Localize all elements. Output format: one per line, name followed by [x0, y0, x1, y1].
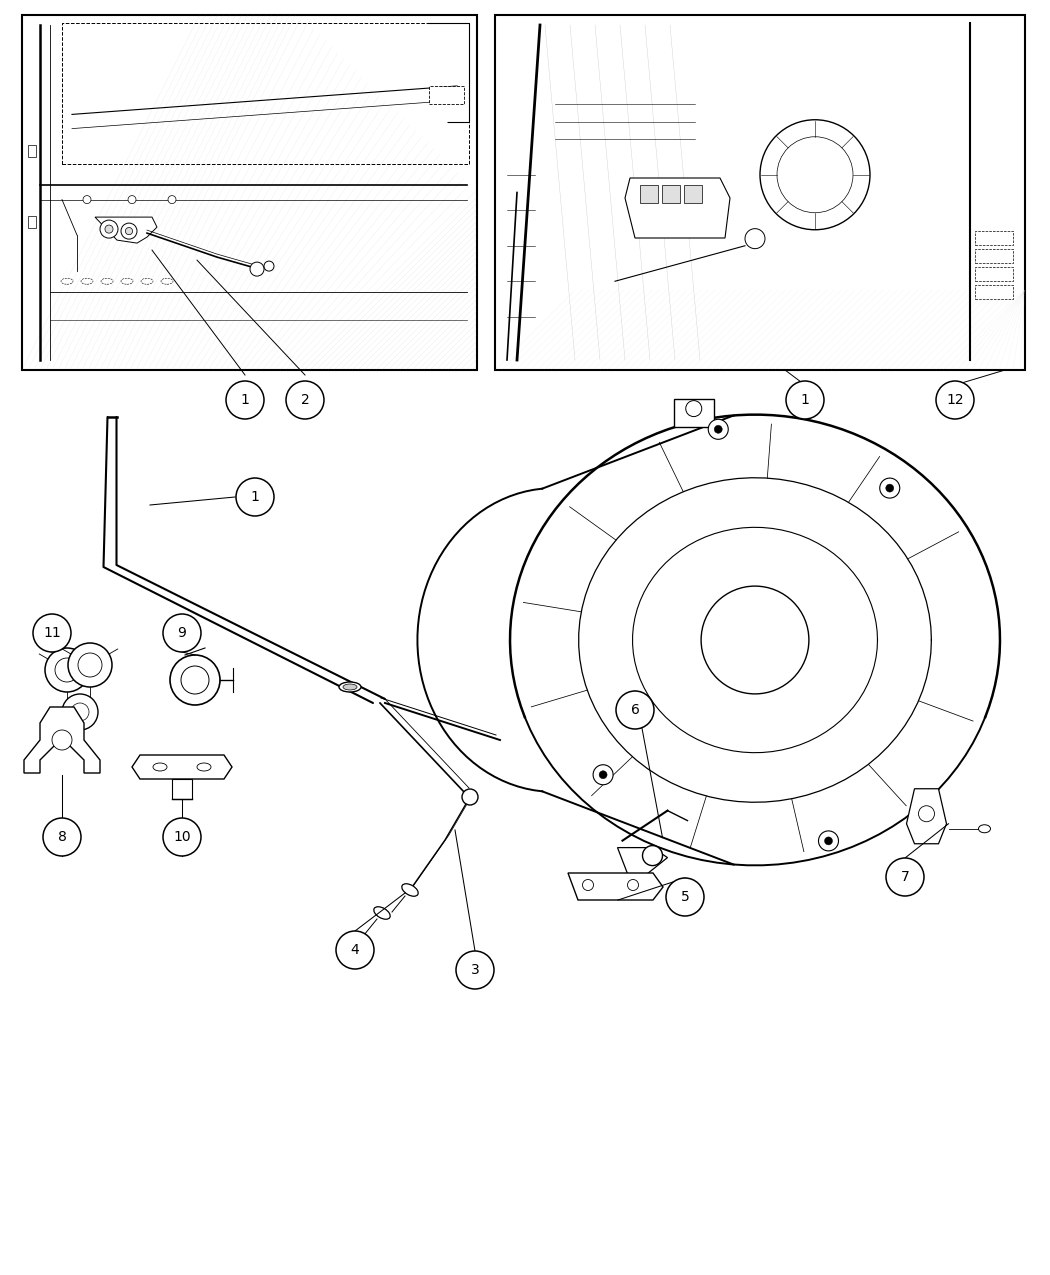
Circle shape: [264, 261, 274, 272]
Circle shape: [456, 951, 493, 989]
Text: 9: 9: [177, 626, 187, 640]
Ellipse shape: [343, 683, 357, 690]
Text: 2: 2: [300, 393, 310, 407]
Bar: [28, 145, 36, 157]
Circle shape: [181, 666, 209, 694]
Circle shape: [709, 419, 729, 440]
Circle shape: [583, 880, 593, 890]
Circle shape: [600, 771, 607, 779]
Bar: [429, 85, 464, 103]
Circle shape: [936, 381, 974, 419]
Polygon shape: [617, 848, 668, 873]
Circle shape: [336, 931, 374, 969]
Circle shape: [886, 484, 894, 492]
Circle shape: [880, 478, 900, 499]
Bar: [975, 266, 1013, 280]
Bar: [684, 185, 702, 203]
Circle shape: [714, 426, 722, 434]
Text: 1: 1: [251, 490, 259, 504]
Text: 1: 1: [240, 393, 250, 407]
Bar: [975, 249, 1013, 263]
Circle shape: [128, 195, 136, 204]
Ellipse shape: [374, 907, 391, 919]
Circle shape: [686, 400, 701, 417]
Text: 7: 7: [901, 870, 909, 884]
Circle shape: [746, 228, 765, 249]
Ellipse shape: [339, 682, 361, 692]
Ellipse shape: [197, 762, 211, 771]
Text: 4: 4: [351, 944, 359, 958]
Circle shape: [786, 381, 824, 419]
Ellipse shape: [979, 825, 990, 833]
Circle shape: [68, 643, 112, 687]
Circle shape: [824, 836, 833, 845]
Text: 6: 6: [631, 703, 639, 717]
Circle shape: [62, 694, 98, 731]
Polygon shape: [94, 217, 158, 244]
Circle shape: [886, 858, 924, 896]
Circle shape: [71, 703, 89, 720]
Circle shape: [628, 880, 638, 890]
Circle shape: [100, 221, 118, 238]
Polygon shape: [625, 179, 730, 238]
Circle shape: [236, 478, 274, 516]
Text: 10: 10: [173, 830, 191, 844]
Bar: [975, 286, 1013, 300]
Circle shape: [33, 615, 71, 652]
Circle shape: [121, 223, 136, 240]
Circle shape: [616, 691, 654, 729]
Circle shape: [105, 226, 113, 233]
Circle shape: [163, 819, 201, 856]
Polygon shape: [568, 873, 663, 900]
Circle shape: [250, 263, 264, 277]
Bar: [172, 779, 192, 799]
Bar: [22, 15, 477, 370]
Bar: [662, 185, 680, 203]
Circle shape: [286, 381, 324, 419]
Bar: [495, 15, 1025, 370]
Circle shape: [168, 195, 176, 204]
Circle shape: [78, 653, 102, 677]
Circle shape: [43, 819, 81, 856]
Bar: [28, 215, 36, 228]
Circle shape: [760, 120, 870, 230]
Ellipse shape: [153, 762, 167, 771]
Ellipse shape: [402, 884, 418, 896]
Circle shape: [125, 227, 132, 235]
Text: 5: 5: [680, 890, 690, 904]
Polygon shape: [24, 708, 100, 773]
Bar: [975, 231, 1013, 245]
Circle shape: [226, 381, 264, 419]
Text: 8: 8: [58, 830, 66, 844]
Circle shape: [462, 789, 478, 805]
Polygon shape: [906, 789, 946, 844]
Circle shape: [643, 845, 663, 866]
Circle shape: [170, 655, 220, 705]
Polygon shape: [132, 755, 232, 779]
Text: 1: 1: [800, 393, 810, 407]
Bar: [674, 399, 714, 427]
Circle shape: [819, 831, 839, 850]
Bar: [640, 185, 658, 203]
Circle shape: [83, 195, 91, 204]
Circle shape: [55, 658, 79, 682]
Text: 12: 12: [946, 393, 964, 407]
Circle shape: [593, 765, 613, 784]
Circle shape: [52, 731, 72, 750]
Circle shape: [163, 615, 201, 652]
Circle shape: [919, 806, 934, 822]
Text: 11: 11: [43, 626, 61, 640]
Circle shape: [701, 586, 809, 694]
Circle shape: [45, 648, 89, 692]
Text: 3: 3: [470, 963, 480, 977]
Circle shape: [666, 878, 704, 915]
